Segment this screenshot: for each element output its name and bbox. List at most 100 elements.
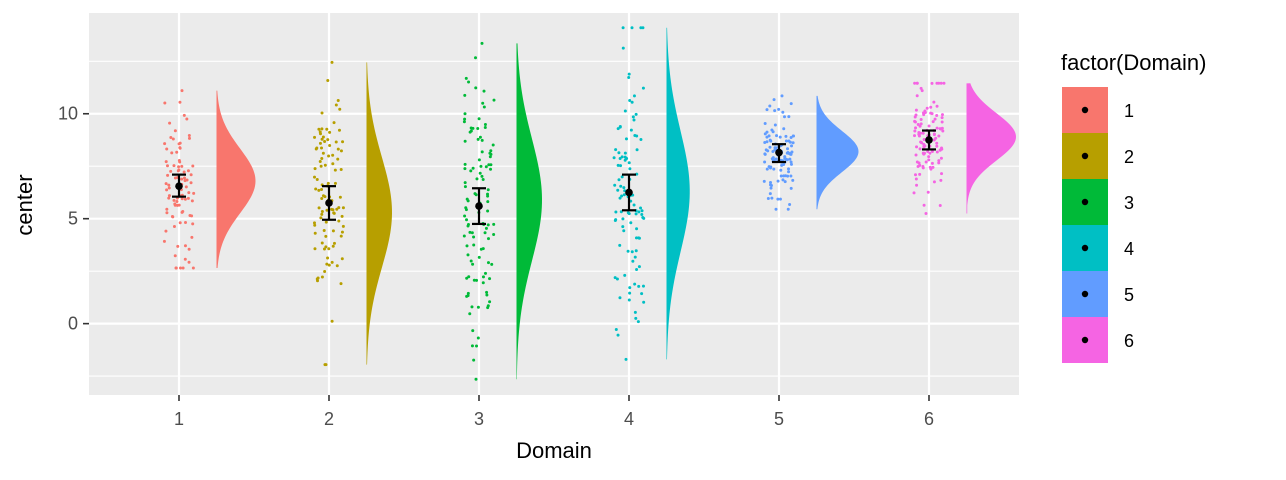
rain-point [914, 108, 918, 112]
rain-point [781, 178, 785, 182]
rain-point [618, 125, 622, 129]
rain-point [634, 112, 638, 116]
rain-point [475, 344, 479, 348]
rain-point [630, 250, 634, 254]
mean-point-domain-4 [625, 188, 633, 197]
rain-point [633, 282, 637, 286]
rain-point [934, 136, 938, 140]
rain-point [789, 135, 793, 139]
legend-key-dot [1081, 244, 1089, 252]
rain-point [485, 293, 489, 297]
rain-point [182, 170, 186, 174]
rain-point [935, 113, 939, 117]
rain-point [617, 178, 621, 182]
rain-point [629, 128, 633, 132]
rain-point [192, 191, 196, 195]
rain-point [341, 140, 345, 144]
rain-point [918, 163, 922, 167]
rain-point [912, 191, 916, 195]
rain-point [463, 112, 467, 116]
rain-point [167, 183, 171, 187]
rain-point [919, 86, 923, 90]
y-axis-title: center [12, 174, 37, 235]
rain-point [337, 128, 341, 132]
rain-point [624, 357, 628, 361]
rain-point [481, 281, 485, 285]
mean-point-domain-5 [775, 148, 783, 157]
rain-point [769, 186, 773, 190]
rain-point [178, 160, 182, 164]
rain-point [490, 262, 494, 266]
rain-point [913, 129, 917, 133]
rain-point [637, 210, 641, 214]
rain-point [626, 249, 630, 253]
rain-point [765, 167, 769, 171]
rain-point [939, 156, 943, 160]
rain-point [621, 46, 625, 50]
rain-point [489, 149, 493, 153]
rain-point [320, 212, 324, 216]
rain-point [466, 253, 470, 257]
rain-point [782, 174, 786, 178]
rain-point [637, 284, 641, 288]
rain-point [616, 163, 620, 167]
rain-point [486, 194, 490, 198]
rain-point [486, 188, 490, 192]
rain-point [623, 109, 627, 113]
rain-point [779, 174, 783, 178]
rain-point [613, 276, 617, 280]
rain-point [330, 319, 334, 323]
rain-point [613, 183, 617, 187]
rain-point [462, 120, 466, 124]
rain-point [940, 126, 944, 130]
rain-point [163, 142, 167, 146]
rain-point [639, 26, 643, 30]
rain-point [463, 181, 467, 185]
rain-point [789, 102, 793, 106]
rain-point [337, 219, 341, 223]
rain-point [486, 200, 490, 204]
rain-point [479, 164, 483, 168]
rain-point [633, 255, 637, 259]
rain-point [768, 138, 772, 142]
rain-point [773, 109, 777, 113]
rain-point [320, 209, 324, 213]
rain-point [488, 155, 492, 159]
rain-point [914, 153, 918, 157]
rain-point [928, 165, 932, 169]
rain-point [635, 134, 639, 138]
rain-point [472, 358, 476, 362]
rain-point [766, 196, 770, 200]
rain-point [614, 218, 618, 222]
rain-point [918, 172, 922, 176]
rain-point [922, 138, 926, 142]
rain-point [926, 150, 930, 154]
rain-point [175, 150, 179, 154]
rain-point [913, 134, 917, 138]
rain-point [783, 180, 787, 184]
rain-point [484, 165, 488, 169]
legend-label: 2 [1124, 147, 1134, 167]
rain-point [791, 178, 795, 182]
rain-point [935, 126, 939, 130]
rain-point [173, 254, 177, 258]
legend-key-dot [1081, 290, 1089, 298]
rain-point [314, 147, 318, 151]
rain-point [464, 206, 468, 210]
rain-point [924, 211, 928, 215]
rain-point [637, 265, 641, 269]
rain-point [324, 363, 328, 367]
rain-point [937, 81, 941, 85]
x-tick-label: 3 [474, 409, 484, 429]
rain-point [313, 175, 316, 179]
rain-point [774, 146, 778, 150]
rain-point [317, 188, 321, 192]
rain-point [339, 167, 343, 171]
rain-point [781, 110, 785, 114]
rain-point [323, 163, 327, 167]
rain-point [474, 56, 478, 60]
rain-point [919, 118, 923, 122]
rain-point [641, 26, 645, 30]
rain-point [763, 160, 767, 164]
rain-point [636, 320, 640, 324]
